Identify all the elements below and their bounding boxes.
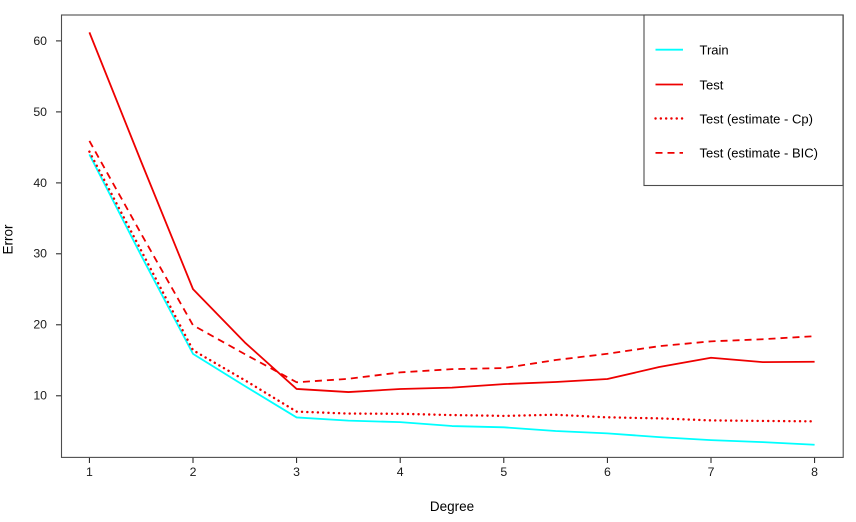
svg-text:30: 30	[33, 247, 47, 261]
svg-text:7: 7	[708, 465, 715, 479]
svg-text:Train: Train	[700, 43, 729, 58]
svg-text:40: 40	[33, 176, 47, 190]
svg-text:Error: Error	[0, 224, 15, 255]
svg-text:Test (estimate - Cp): Test (estimate - Cp)	[700, 111, 813, 126]
svg-text:60: 60	[33, 34, 47, 48]
svg-text:3: 3	[293, 465, 300, 479]
svg-text:20: 20	[33, 318, 47, 332]
svg-text:4: 4	[397, 465, 404, 479]
svg-text:Test (estimate - BIC): Test (estimate - BIC)	[700, 146, 818, 161]
svg-text:8: 8	[811, 465, 818, 479]
svg-text:5: 5	[500, 465, 507, 479]
svg-text:10: 10	[33, 389, 47, 403]
svg-text:6: 6	[604, 465, 611, 479]
svg-text:1: 1	[86, 465, 93, 479]
svg-text:Degree: Degree	[430, 499, 474, 514]
svg-text:Test: Test	[700, 77, 724, 92]
svg-text:50: 50	[33, 105, 47, 119]
svg-text:2: 2	[190, 465, 197, 479]
